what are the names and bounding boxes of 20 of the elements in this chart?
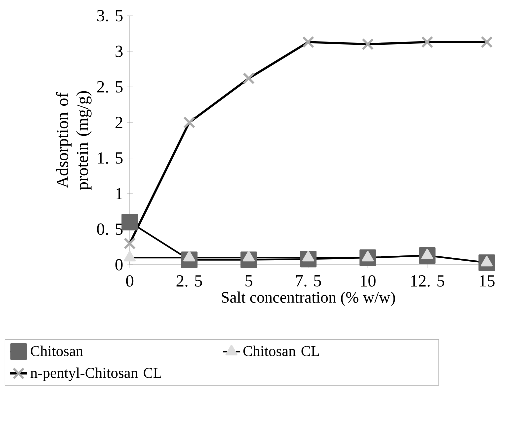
- x-tick-label: 10: [361, 275, 376, 287]
- y-tick-label: 3: [116, 46, 123, 58]
- legend-label: n-pentyl-Chitosan CL: [30, 368, 162, 382]
- y-tick-label: 3. 5: [97, 10, 123, 22]
- y-tick-label: 2: [116, 117, 123, 128]
- x-tick-label: 0: [126, 275, 134, 287]
- y-axis-title: Adsorption of protein (mg/g): [56, 91, 92, 190]
- x-tick-label: 7. 5: [296, 275, 322, 287]
- x-tick-label: 5: [246, 275, 253, 287]
- x-tick-label: 12. 5: [411, 275, 444, 287]
- legend-label: Chitosan CL: [244, 346, 320, 356]
- y-tick-label: 0: [116, 259, 123, 271]
- legend-label: Chitosan: [31, 346, 84, 356]
- y-tick-label: 1: [116, 188, 122, 200]
- x-tick-label: 2. 5: [176, 275, 202, 287]
- x-axis-title: Salt concentration (% w/w): [222, 292, 396, 306]
- y-tick-label: 1. 5: [98, 152, 123, 164]
- y-tick-label: 0. 5: [97, 224, 123, 236]
- y-tick-label: 2. 5: [97, 81, 123, 93]
- x-tick-label: 15: [480, 275, 495, 287]
